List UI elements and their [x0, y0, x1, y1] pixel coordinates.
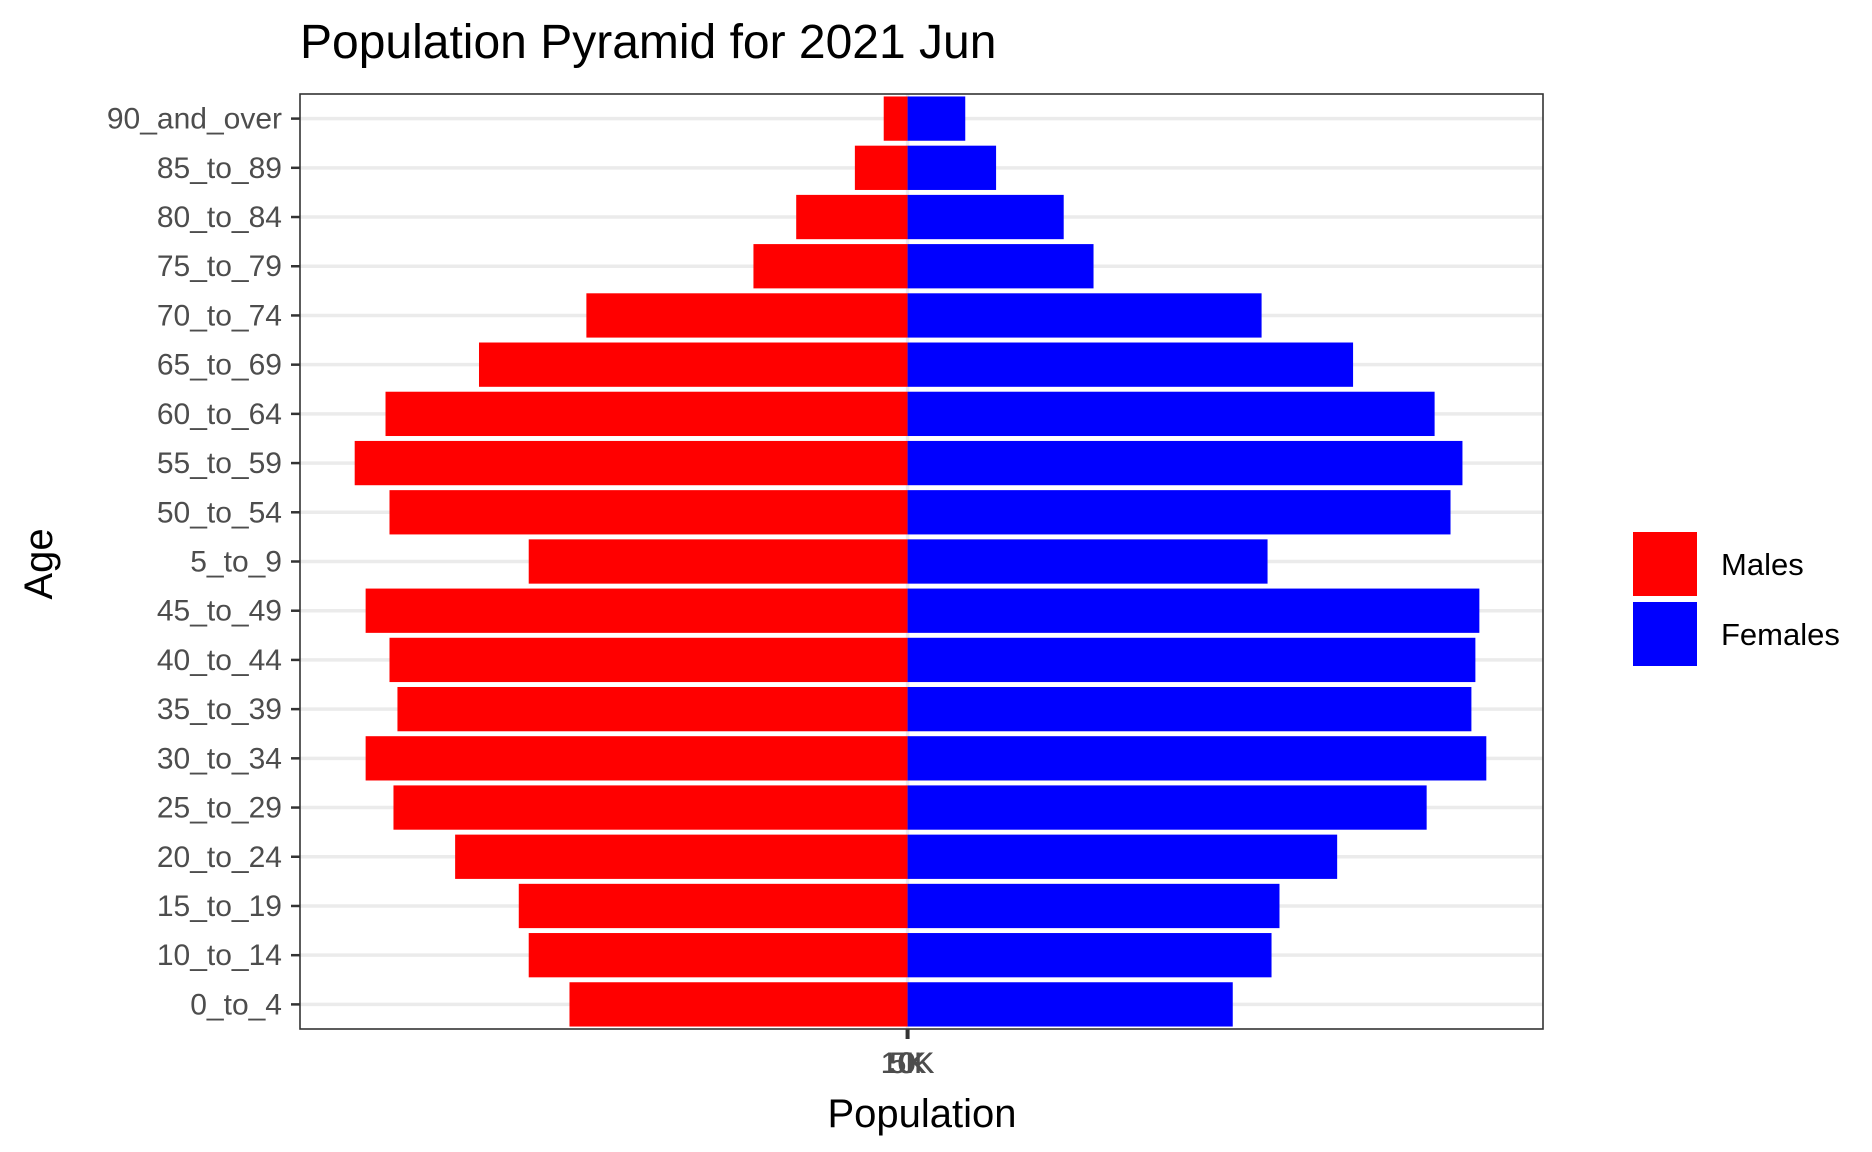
bar-males-65_to_69: [478, 342, 908, 387]
y-tick-label: 85_to_89: [157, 152, 282, 185]
y-tick-label: 30_to_34: [157, 742, 282, 775]
bar-females-25_to_29: [907, 785, 1427, 830]
bar-females-60_to_64: [907, 391, 1435, 437]
plot-panel: [299, 93, 1544, 1030]
x-tick-label: 10K: [881, 1047, 934, 1080]
y-tick-label: 0_to_4: [190, 988, 282, 1021]
bar-females-35_to_39: [907, 686, 1472, 732]
bar-males-75_to_79: [753, 244, 908, 289]
x-tick-label: 10K: [881, 1047, 934, 1080]
chart-title: Population Pyramid for 2021 Jun: [300, 16, 996, 69]
y-tick-label: 50_to_54: [157, 496, 282, 529]
bar-females-90_and_over: [907, 96, 966, 141]
y-tick-label: 10_to_14: [157, 939, 282, 972]
y-tick-label: 5_to_9: [190, 546, 282, 579]
bar-females-20_to_24: [907, 834, 1338, 879]
y-tick-label: 75_to_79: [157, 250, 282, 283]
y-tick-label: 90_and_over: [107, 103, 282, 136]
bar-males-50_to_54: [389, 490, 908, 535]
bar-males-30_to_34: [365, 736, 908, 781]
bar-males-0_to_4: [569, 982, 908, 1027]
y-axis-title: Age: [17, 528, 61, 599]
bar-females-50_to_54: [907, 490, 1451, 535]
bar-males-45_to_49: [365, 588, 908, 633]
y-tick-label: 25_to_29: [157, 792, 282, 825]
bar-males-80_to_84: [796, 194, 908, 240]
y-axis: 0_to_4 10_to_14 15_to_19 20_to_24 25_to_29 30…: [107, 103, 300, 1021]
legend-label-males: Males: [1721, 547, 1804, 582]
y-tick-label: 15_to_19: [157, 890, 282, 923]
y-tick-label: 20_to_24: [157, 841, 282, 874]
y-tick-label: 70_to_74: [157, 299, 282, 332]
y-tick-label: 35_to_39: [157, 693, 282, 726]
bar-females-55_to_59: [907, 440, 1463, 486]
bar-females-0_to_4: [907, 982, 1233, 1027]
bar-males-25_to_29: [393, 785, 908, 830]
legend-label-females: Females: [1721, 617, 1840, 652]
bar-females-5_to_9: [907, 539, 1268, 584]
y-tick-label: 45_to_49: [157, 595, 282, 628]
bar-males-90_and_over: [883, 96, 908, 141]
bar-females-70_to_74: [907, 293, 1262, 338]
legend-key-females: [1633, 602, 1697, 666]
bar-males-70_to_74: [586, 293, 908, 338]
legend-key-males: [1633, 532, 1697, 596]
bar-males-35_to_39: [397, 686, 908, 732]
x-tick-label: 5K: [889, 1047, 926, 1080]
x-tick-label: 5K: [890, 1047, 927, 1080]
bar-females-85_to_89: [907, 145, 997, 190]
bar-males-15_to_19: [518, 883, 908, 929]
x-tick-label: 0: [899, 1047, 916, 1080]
bar-females-30_to_34: [907, 736, 1487, 781]
bar-females-10_to_14: [907, 933, 1272, 978]
bar-females-40_to_44: [907, 637, 1476, 683]
bar-males-5_to_9: [528, 539, 908, 584]
bar-females-80_to_84: [907, 194, 1064, 240]
bar-males-55_to_59: [354, 440, 908, 486]
bar-females-45_to_49: [907, 588, 1480, 633]
bar-females-15_to_19: [907, 883, 1280, 929]
bar-males-10_to_14: [528, 933, 908, 978]
bar-males-60_to_64: [385, 391, 908, 437]
bar-males-85_to_89: [854, 145, 908, 190]
y-tick-label: 80_to_84: [157, 201, 282, 234]
x-axis-title: Population: [827, 1092, 1016, 1136]
bar-males-20_to_24: [455, 834, 908, 879]
y-tick-label: 55_to_59: [157, 447, 282, 480]
y-tick-label: 40_to_44: [157, 644, 282, 677]
legend: Males Females: [1633, 532, 1840, 666]
bar-females-75_to_79: [907, 244, 1094, 289]
y-tick-label: 60_to_64: [157, 398, 282, 431]
bar-males-40_to_44: [389, 637, 908, 683]
bar-females-65_to_69: [907, 342, 1354, 387]
y-tick-label: 65_to_69: [157, 349, 282, 382]
